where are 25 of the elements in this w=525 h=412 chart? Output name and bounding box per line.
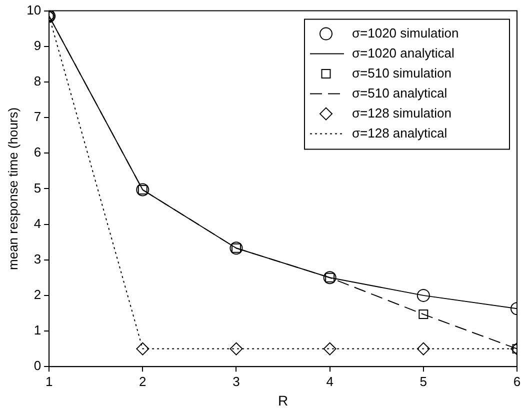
x-tick-label: 2: [139, 374, 146, 389]
x-axis-title: R: [278, 392, 288, 408]
y-tick-label: 1: [34, 322, 42, 338]
y-tick-label: 2: [34, 287, 42, 302]
legend-label: σ=128 analytical: [352, 125, 448, 140]
x-tick-label: 3: [232, 374, 240, 389]
y-tick-label: 9: [34, 38, 42, 53]
legend-label: σ=128 simulation: [352, 105, 452, 120]
y-tick-label: 5: [34, 180, 42, 196]
legend-label: σ=510 analytical: [352, 85, 448, 100]
y-tick-label: 0: [34, 358, 42, 374]
x-tick-label: 1: [45, 374, 53, 389]
y-axis-title: mean response time (hours): [5, 107, 20, 270]
x-tick-label: 4: [326, 374, 334, 389]
y-tick-label: 8: [34, 74, 42, 89]
y-tick-label: 3: [34, 251, 42, 266]
y-tick-label: 7: [34, 109, 42, 124]
x-tick-label: 6: [513, 374, 521, 389]
y-tick-label: 10: [26, 2, 42, 18]
legend-label: σ=1020 analytical: [352, 45, 454, 60]
y-tick-label: 6: [34, 144, 42, 160]
legend-label: σ=510 simulation: [352, 65, 452, 80]
y-tick-label: 4: [34, 216, 42, 231]
x-tick-label: 5: [420, 374, 428, 389]
legend-label: σ=1020 simulation: [352, 25, 459, 40]
